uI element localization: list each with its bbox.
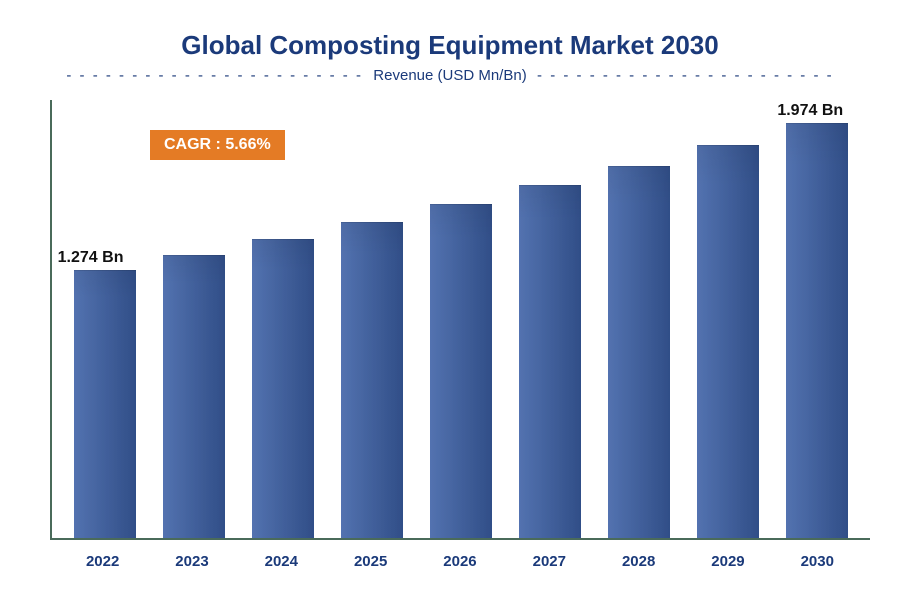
x-axis-label: 2024 <box>250 553 312 570</box>
x-axis-label: 2030 <box>786 553 848 570</box>
x-axis-label: 2023 <box>161 553 223 570</box>
bar <box>519 185 581 538</box>
bar <box>430 204 492 538</box>
bar <box>252 239 314 538</box>
x-axis-labels: 2022 2023 2024 2025 2026 2027 2028 2029 2030 <box>50 553 870 570</box>
bar <box>163 255 225 538</box>
chart-title: Global Composting Equipment Market 2030 <box>30 30 870 61</box>
x-axis-label: 2022 <box>72 553 134 570</box>
bar <box>74 270 136 538</box>
x-axis-label: 2027 <box>518 553 580 570</box>
x-axis-label: 2028 <box>608 553 670 570</box>
bars-container <box>52 100 870 538</box>
chart-subtitle: Revenue (USD Mn/Bn) <box>373 67 526 84</box>
x-axis-label: 2026 <box>429 553 491 570</box>
bar <box>608 166 670 538</box>
subtitle-dash-left: - - - - - - - - - - - - - - - - - - - - … <box>66 67 369 84</box>
subtitle-dash-right: - - - - - - - - - - - - - - - - - - - - … <box>531 67 834 84</box>
plot-area <box>50 100 870 540</box>
chart-container: Global Composting Equipment Market 2030 … <box>0 0 900 600</box>
chart-subtitle-row: - - - - - - - - - - - - - - - - - - - - … <box>30 67 870 84</box>
x-axis-label: 2029 <box>697 553 759 570</box>
bar <box>697 145 759 538</box>
bar <box>786 123 848 538</box>
bar <box>341 222 403 538</box>
x-axis-label: 2025 <box>340 553 402 570</box>
